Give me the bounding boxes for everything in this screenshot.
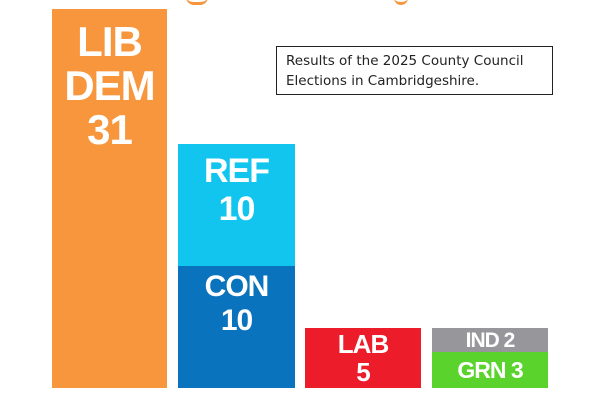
bar-segment-ref: REF 10 (178, 144, 295, 266)
party-label: GRN 3 (457, 356, 523, 383)
bar-lab: LAB 5 (305, 328, 421, 388)
seat-count: 10 (220, 304, 253, 337)
chart-caption-box: Results of the 2025 County Council Elect… (276, 46, 553, 95)
bar-ind-grn: IND 2 GRN 3 (432, 328, 548, 388)
title-fragment (394, 0, 408, 5)
party-name: LAB (337, 329, 389, 359)
bar-segment-ind: IND 2 (432, 328, 548, 352)
bar-ref-con: REF 10 CON 10 (178, 144, 295, 388)
party-label: IND 2 (465, 328, 516, 352)
bar-libdem: LIB DEM 31 (52, 9, 167, 388)
party-name: CON (204, 270, 270, 303)
title-fragment (186, 0, 208, 5)
bar-libdem-label: LIB DEM 31 (52, 21, 167, 151)
bar-segment-grn: GRN 3 (432, 352, 548, 388)
party-name: REF (204, 152, 270, 190)
bar-lab-label: LAB 5 (305, 331, 421, 385)
party-name: LIB (77, 18, 143, 65)
seat-count: 31 (87, 106, 133, 153)
bar-segment-con: CON 10 (178, 266, 295, 388)
seat-count: 5 (356, 357, 371, 387)
chart-caption: Results of the 2025 County Council Elect… (286, 53, 524, 89)
party-name: DEM (64, 62, 155, 109)
seat-count: 10 (218, 190, 256, 228)
